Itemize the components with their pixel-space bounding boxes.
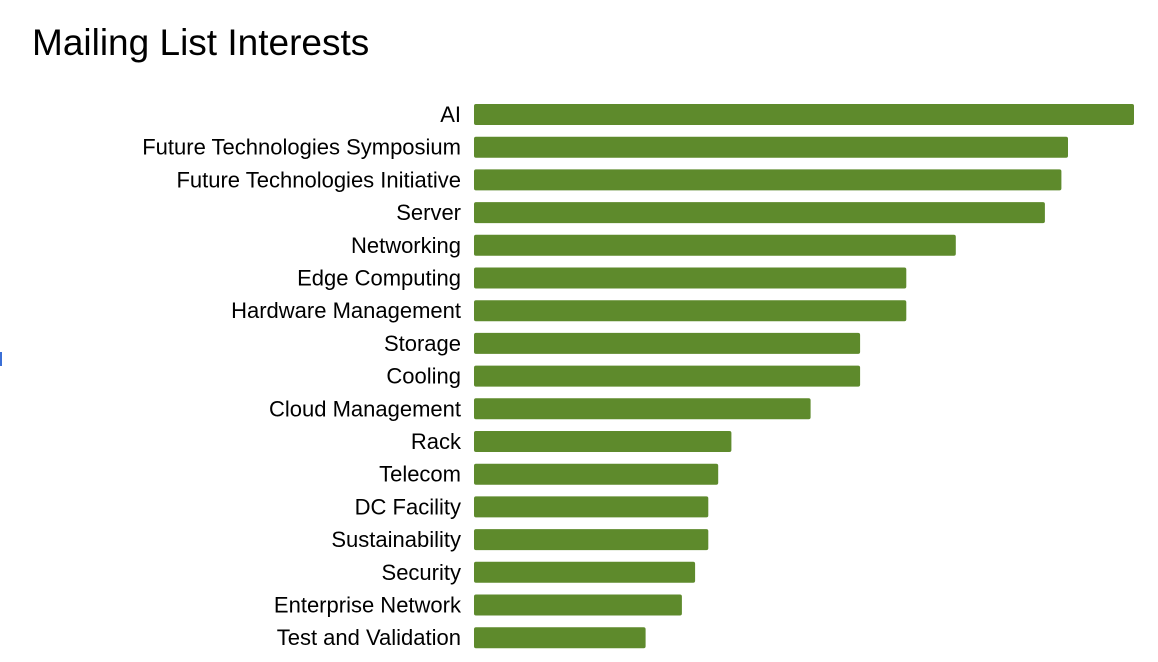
- category-label: Cloud Management: [269, 396, 461, 421]
- category-label: Telecom: [379, 462, 461, 487]
- category-label: Security: [382, 560, 461, 585]
- bar-networking: [474, 234, 956, 256]
- chart-title: Mailing List Interests: [32, 22, 370, 63]
- category-label: Storage: [384, 331, 461, 356]
- category-label: Enterprise Network: [274, 593, 462, 618]
- category-label: AI: [440, 102, 461, 127]
- bar-storage: [474, 332, 861, 354]
- bar-hardware-management: [474, 300, 907, 322]
- category-label: Cooling: [386, 364, 461, 389]
- bar-future-technologies-initiative: [474, 169, 1062, 191]
- bar-server: [474, 202, 1045, 224]
- bar-future-technologies-symposium: [474, 136, 1068, 158]
- bar-sustainability: [474, 529, 709, 551]
- bar-cooling: [474, 365, 861, 387]
- category-label: DC Facility: [355, 494, 461, 519]
- category-label: Rack: [411, 429, 462, 454]
- bar-cloud-management: [474, 398, 811, 420]
- left-edge-marker: [0, 352, 2, 366]
- bar-edge-computing: [474, 267, 907, 289]
- bar-dc-facility: [474, 496, 709, 518]
- bar-ai: [474, 104, 1134, 125]
- bar-security: [474, 561, 696, 583]
- category-label: Networking: [351, 233, 461, 258]
- category-labels: AI Future Technologies Symposium Future Te…: [142, 102, 462, 650]
- bar-enterprise-network: [474, 594, 682, 616]
- category-label: Future Technologies Initiative: [176, 167, 461, 192]
- bar-test-and-validation: [474, 627, 646, 649]
- category-label: Sustainability: [331, 527, 461, 552]
- category-label: Future Technologies Symposium: [142, 135, 461, 160]
- category-label: Server: [396, 200, 461, 225]
- bar-telecom: [474, 463, 719, 485]
- category-label: Edge Computing: [297, 266, 461, 291]
- bar-rack: [474, 431, 732, 452]
- category-label: Test and Validation: [277, 625, 461, 650]
- bars: [474, 104, 1134, 649]
- category-label: Hardware Management: [231, 298, 461, 323]
